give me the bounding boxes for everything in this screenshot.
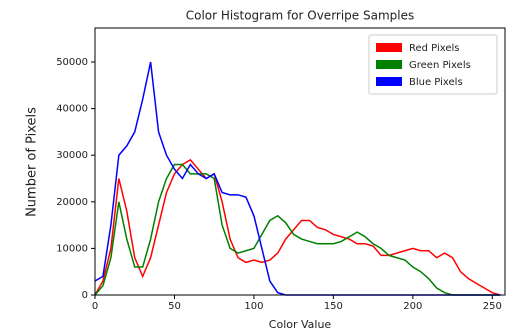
x-tick-label: 0 <box>92 301 98 312</box>
legend-label: Red Pixels <box>409 43 460 54</box>
plot-frame <box>94 27 506 296</box>
y-tick-label: 30000 <box>56 150 88 161</box>
series-line <box>94 163 501 296</box>
x-tick-label: 200 <box>403 301 422 312</box>
y-tick-label: 40000 <box>56 104 88 115</box>
x-tick-label: 250 <box>483 301 502 312</box>
legend-swatch <box>376 43 402 52</box>
chart-title: Color Histogram for Overripe Samples <box>186 9 415 23</box>
y-tick-label: 20000 <box>56 197 88 208</box>
x-tick-label: 50 <box>168 301 181 312</box>
legend-label: Green Pixels <box>409 60 471 71</box>
legend-label: Blue Pixels <box>409 77 463 88</box>
legend-swatch <box>376 60 402 69</box>
x-tick-label: 150 <box>324 301 343 312</box>
y-tick-label: 10000 <box>56 243 88 254</box>
x-tick-label: 100 <box>244 301 263 312</box>
y-tick-label: 50000 <box>56 57 88 68</box>
series-line <box>94 158 501 296</box>
x-axis-label: Color Value <box>269 318 332 331</box>
y-tick-label: 0 <box>82 290 88 301</box>
y-axis-label: Number of Pixels <box>25 107 40 217</box>
series-line <box>94 61 501 296</box>
legend-swatch <box>376 77 402 86</box>
